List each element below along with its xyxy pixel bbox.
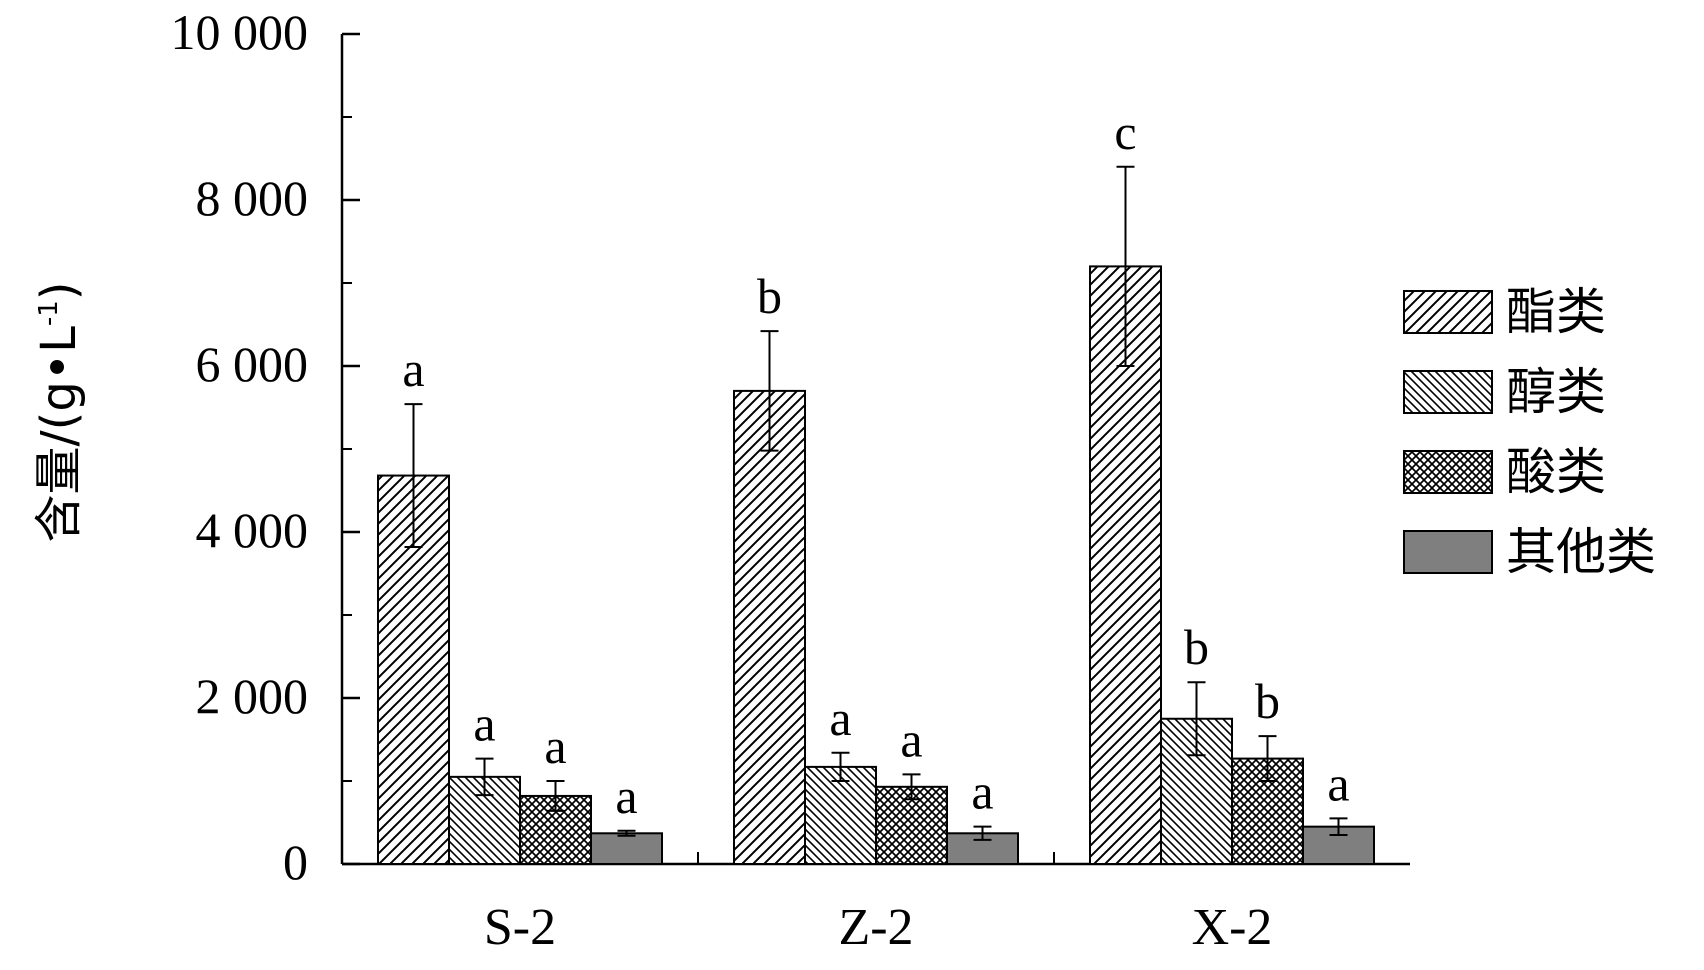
y-tick-label: 6 000 [196, 336, 309, 392]
x-category-label: S-2 [484, 899, 556, 956]
legend-swatch [1403, 450, 1493, 494]
y-axis-title: 含量/(g•L-1) [31, 281, 87, 542]
significance-letter: b [1184, 619, 1209, 675]
legend-label: 酸类 [1506, 443, 1606, 501]
significance-letter: a [829, 690, 851, 746]
bar-1-Z-2 [733, 389, 806, 865]
significance-letter: a [900, 711, 922, 767]
y-axis-title-text: 含量/(g•L [31, 326, 87, 543]
significance-letter: a [473, 696, 495, 752]
legend-label: 其他类 [1506, 523, 1656, 581]
significance-letter: a [402, 341, 424, 397]
y-axis-title-close: ) [31, 281, 87, 300]
significance-letter: a [971, 764, 993, 820]
y-tick-label: 0 [283, 834, 308, 890]
significance-letter: a [544, 718, 566, 774]
bar-4-S-2 [590, 832, 663, 865]
y-tick-label: 8 000 [196, 170, 309, 226]
significance-letter: c [1114, 104, 1136, 160]
legend-label: 醇类 [1506, 363, 1606, 421]
svg-text:含量/(g•L-1): 含量/(g•L-1) [31, 281, 87, 542]
significance-letter: a [1327, 755, 1349, 811]
legend-label: 酯类 [1506, 283, 1606, 341]
legend-swatch [1403, 530, 1493, 574]
significance-letter: a [615, 768, 637, 824]
legend-swatch [1403, 370, 1493, 414]
y-tick-label: 10 000 [171, 4, 309, 60]
y-axis-title-sup: -1 [34, 300, 64, 326]
y-tick-label: 2 000 [196, 668, 309, 724]
legend-swatch [1403, 290, 1493, 334]
y-tick-label: 4 000 [196, 502, 309, 558]
x-category-label: X-2 [1192, 899, 1273, 956]
significance-letter: b [757, 268, 782, 324]
x-category-label: Z-2 [838, 899, 913, 956]
significance-letter: b [1255, 673, 1280, 729]
